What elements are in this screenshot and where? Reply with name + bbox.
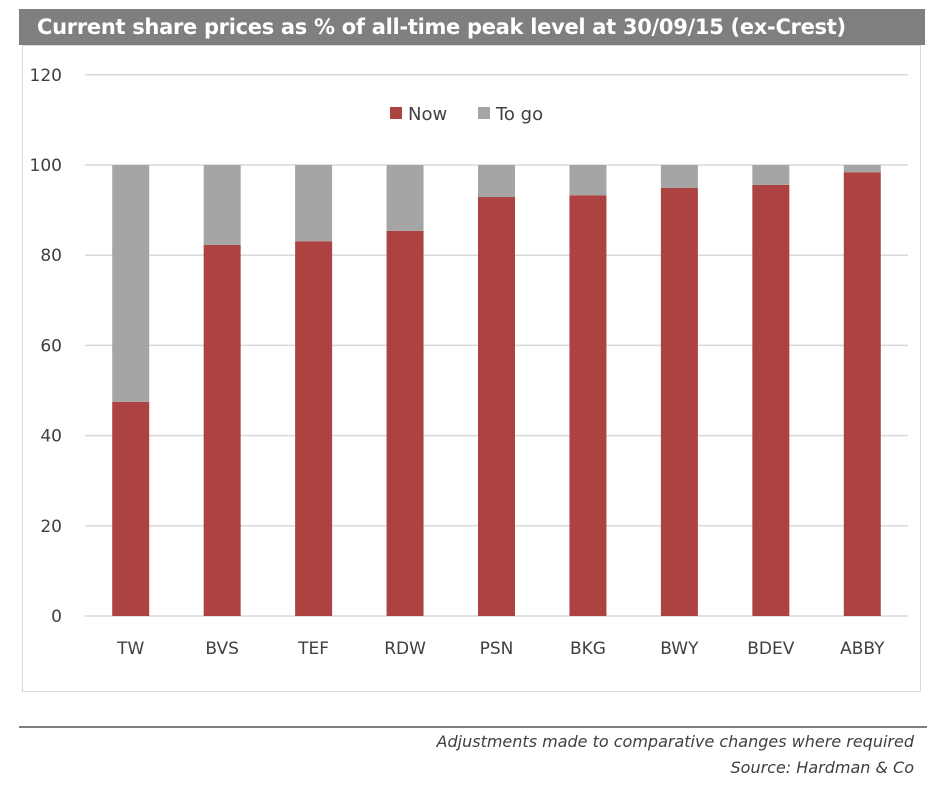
y-tick-label: 120 bbox=[30, 66, 62, 86]
bar-now-bvs bbox=[203, 244, 241, 616]
bar-to-go-rdw bbox=[386, 165, 424, 231]
y-tick-label: 20 bbox=[40, 517, 62, 537]
bar-now-bkg bbox=[569, 195, 607, 617]
bar-now-tw bbox=[112, 401, 150, 616]
chart-frame bbox=[22, 45, 921, 692]
x-tick-label: BDEV bbox=[747, 639, 794, 659]
bar-to-go-tw bbox=[112, 165, 150, 402]
bar-to-go-abby bbox=[843, 165, 881, 173]
x-tick-label: RDW bbox=[384, 639, 426, 659]
footer-divider bbox=[19, 726, 927, 728]
x-tick-label: PSN bbox=[480, 639, 514, 659]
footer-source: Source: Hardman & Co bbox=[730, 758, 915, 777]
bar-to-go-bwy bbox=[660, 165, 698, 189]
bar-now-tef bbox=[295, 241, 333, 616]
footer-note: Adjustments made to comparative changes … bbox=[436, 732, 914, 751]
legend-swatch bbox=[390, 107, 402, 119]
y-tick-label: 40 bbox=[40, 427, 62, 447]
y-tick-label: 0 bbox=[51, 607, 62, 627]
y-tick-label: 100 bbox=[30, 156, 62, 176]
legend-swatch bbox=[478, 107, 490, 119]
x-tick-label: ABBY bbox=[840, 639, 885, 659]
x-tick-label: TEF bbox=[297, 639, 329, 659]
x-tick-label: BWY bbox=[660, 639, 699, 659]
bar-now-psn bbox=[478, 197, 515, 616]
bar-to-go-bdev bbox=[752, 165, 790, 185]
bar-to-go-bkg bbox=[569, 165, 607, 196]
bar-to-go-psn bbox=[478, 165, 515, 198]
legend-label: Now bbox=[408, 104, 447, 125]
bar-now-bdev bbox=[752, 184, 790, 616]
chart-plot: 0 20 40 60 80 100 120 TW BVS TEF RDW PSN BKG BWY BDEV A… bbox=[30, 66, 908, 659]
y-tick-label: 60 bbox=[40, 336, 62, 356]
bar-now-rdw bbox=[386, 230, 424, 616]
x-tick-label: BKG bbox=[570, 639, 606, 659]
legend-label: To go bbox=[495, 104, 543, 125]
y-tick-label: 80 bbox=[40, 246, 62, 266]
x-tick-label: TW bbox=[116, 639, 144, 659]
bar-to-go-tef bbox=[295, 165, 333, 242]
chart-title: Current share prices as % of all-time pe… bbox=[19, 9, 925, 45]
bar-now-abby bbox=[843, 172, 881, 616]
x-tick-label: BVS bbox=[205, 639, 239, 659]
bar-to-go-bvs bbox=[203, 165, 241, 245]
bar-now-bwy bbox=[660, 188, 698, 616]
